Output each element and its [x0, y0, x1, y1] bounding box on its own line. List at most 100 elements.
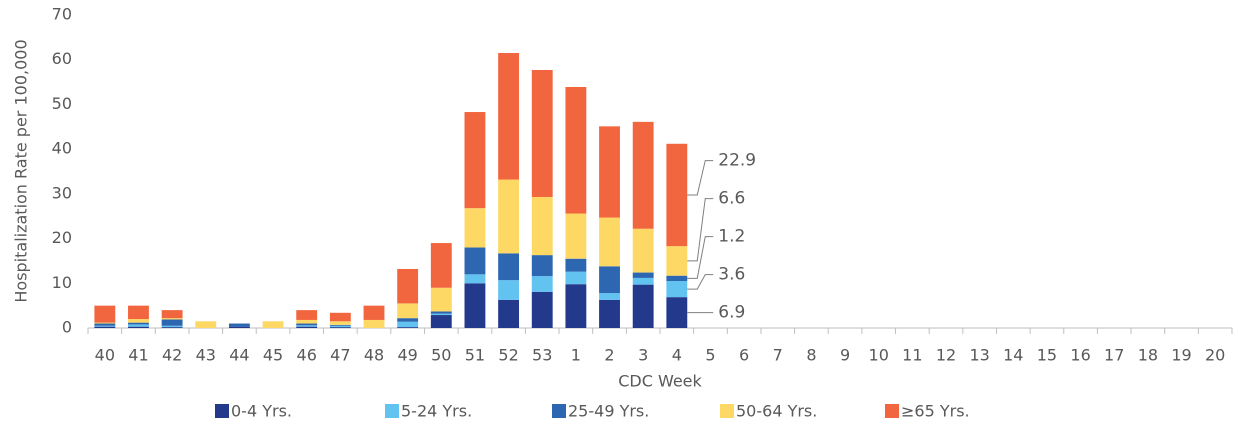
bar-segment [430, 311, 452, 314]
leader-line [687, 274, 714, 290]
bar-segment [161, 325, 183, 328]
bar-segment [128, 324, 149, 327]
x-tick-label: 11 [902, 346, 922, 365]
bar-segment [329, 324, 351, 326]
bar-segment [464, 208, 486, 248]
bar-segment [94, 323, 116, 326]
legend-swatch [215, 404, 229, 418]
x-tick-label: 15 [1037, 346, 1057, 365]
bar-segment [565, 86, 587, 214]
bar-segment [599, 217, 620, 267]
y-axis-title: Hospitalization Rate per 100,000 [12, 39, 31, 302]
x-tick-label: 6 [739, 346, 749, 365]
x-tick-label: 14 [1003, 346, 1023, 365]
y-tick-label: 50 [52, 94, 72, 113]
bar-segment [666, 297, 688, 328]
x-tick-label: 44 [229, 346, 249, 365]
bar-segment [531, 276, 553, 292]
x-tick-label: 5 [705, 346, 715, 365]
bar-segment [397, 318, 419, 322]
x-tick-label: 18 [1138, 346, 1158, 365]
legend-label: 50-64 Yrs. [736, 402, 817, 421]
bar-segment [565, 271, 587, 285]
bar-segment [397, 327, 419, 328]
y-tick-label: 60 [52, 49, 72, 68]
bar-segment [430, 287, 452, 312]
bar-segment [498, 280, 520, 300]
bar-segment [329, 325, 351, 328]
data-label: 1.2 [718, 227, 745, 247]
leader-line [687, 198, 714, 262]
bar-segment [296, 325, 318, 327]
bar-segment [632, 277, 654, 285]
bar-segment [531, 291, 553, 328]
bar-segment [464, 274, 486, 284]
bar-segment [94, 325, 116, 327]
bar-segment [531, 196, 553, 256]
y-tick-label: 40 [52, 139, 72, 158]
x-tick-label: 12 [936, 346, 956, 365]
bar-segment [94, 305, 116, 323]
bar-segment [632, 121, 654, 229]
bar-segment [498, 253, 520, 281]
bar-segment [632, 228, 654, 273]
legend-label: ≥65 Yrs. [901, 402, 970, 421]
bar-segment [565, 213, 587, 259]
x-tick-label: 4 [672, 346, 682, 365]
y-tick-label: 0 [62, 318, 72, 337]
bar-segment [632, 272, 654, 278]
bar-segment [430, 315, 452, 328]
bar-segment [329, 312, 351, 322]
x-tick-label: 48 [364, 346, 384, 365]
x-tick-label: 43 [196, 346, 216, 365]
bar-segment [565, 284, 587, 328]
bar-segment [666, 246, 688, 276]
bar-segment [363, 319, 385, 328]
bar-segment [228, 326, 250, 328]
x-tick-label: 46 [297, 346, 317, 365]
bar-segment [531, 69, 553, 197]
bar-segment [329, 327, 351, 328]
x-tick-label: 9 [840, 346, 850, 365]
bar-segment [498, 299, 520, 328]
bar-segment [666, 275, 688, 282]
bar-segment [296, 326, 318, 328]
bar-segment [161, 310, 183, 319]
y-tick-label: 30 [52, 183, 72, 202]
bar-segment [464, 247, 486, 275]
bar-segment [128, 326, 149, 328]
bar-segment [498, 179, 520, 254]
bar-segment [296, 323, 318, 326]
x-tick-label: 47 [330, 346, 350, 365]
legend-label: 25-49 Yrs. [568, 402, 649, 421]
bar-segment [498, 53, 520, 180]
x-tick-label: 16 [1070, 346, 1090, 365]
bar-segment [128, 305, 149, 320]
bar-segment [195, 321, 217, 328]
bar-segment [161, 319, 183, 326]
x-axis-title: CDC Week [618, 372, 702, 391]
x-tick-label: 40 [95, 346, 115, 365]
leader-line [687, 236, 714, 279]
legend-swatch [552, 404, 566, 418]
data-label: 6.9 [718, 303, 745, 323]
y-tick-label: 10 [52, 273, 72, 292]
x-tick-label: 2 [604, 346, 614, 365]
x-tick-label: 17 [1104, 346, 1124, 365]
bar-segment [296, 310, 318, 320]
bar-segment [329, 321, 351, 325]
legend-swatch [385, 404, 399, 418]
x-tick-label: 50 [431, 346, 451, 365]
x-tick-label: 10 [869, 346, 889, 365]
bar-segment [531, 255, 553, 277]
x-tick-label: 7 [773, 346, 783, 365]
bar-segment [161, 327, 183, 328]
bar-segment [128, 322, 149, 325]
data-label: 6.6 [718, 189, 745, 209]
x-tick-label: 45 [263, 346, 283, 365]
bar-segment [632, 284, 654, 328]
x-tick-label: 8 [806, 346, 816, 365]
bar-segment [397, 321, 419, 328]
bar-segment [128, 319, 149, 323]
